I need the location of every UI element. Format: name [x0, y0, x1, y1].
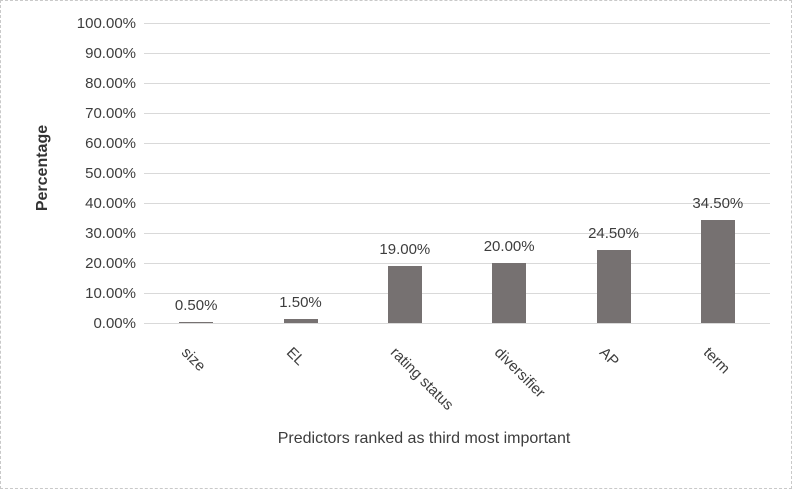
gridline: [144, 323, 770, 324]
y-axis-tick-label: 60.00%: [85, 135, 136, 152]
y-axis-tick-label: 80.00%: [85, 75, 136, 92]
y-axis-tick-label: 0.00%: [93, 315, 136, 332]
bar-diversifier: [492, 263, 527, 323]
x-category-label-diversifier: diversifier: [491, 344, 549, 402]
gridline: [144, 53, 770, 54]
gridline: [144, 263, 770, 264]
y-axis-tick-label: 10.00%: [85, 285, 136, 302]
y-axis-tick-label: 90.00%: [85, 45, 136, 62]
x-category-label-size: size: [178, 344, 210, 375]
gridline: [144, 233, 770, 234]
bar-rating-status: [387, 266, 422, 323]
gridline: [144, 113, 770, 114]
bar-term: [700, 219, 735, 323]
plot-area: [144, 23, 770, 324]
y-axis-tick-label: 50.00%: [85, 165, 136, 182]
y-axis-tick-label: 70.00%: [85, 105, 136, 122]
gridline: [144, 203, 770, 204]
x-category-label-AP: AP: [595, 344, 622, 371]
gridline: [144, 293, 770, 294]
x-category-label-rating-status: rating status: [386, 344, 457, 414]
bar-EL: [283, 318, 318, 323]
y-axis-tick-label: 20.00%: [85, 255, 136, 272]
bar-AP: [596, 249, 631, 323]
gridline: [144, 173, 770, 174]
gridline: [144, 23, 770, 24]
gridline: [144, 83, 770, 84]
y-axis-tick-label: 40.00%: [85, 195, 136, 212]
data-label-diversifier: 20.00%: [483, 238, 535, 255]
y-axis-tick-label: 100.00%: [76, 15, 136, 32]
data-label-EL: 1.50%: [279, 293, 322, 311]
data-label-AP: 24.50%: [588, 224, 639, 242]
bar-size: [179, 321, 214, 323]
data-label-term: 34.50%: [692, 194, 744, 212]
x-axis-title: Predictors ranked as third most importan…: [277, 430, 571, 447]
data-label-size: 0.50%: [174, 296, 218, 314]
data-label-rating-status: 19.00%: [379, 241, 431, 258]
gridline: [144, 143, 770, 144]
y-axis-tick-label: 30.00%: [85, 225, 136, 242]
x-category-label-EL: EL: [282, 344, 308, 370]
x-category-label-term: term: [699, 344, 734, 378]
